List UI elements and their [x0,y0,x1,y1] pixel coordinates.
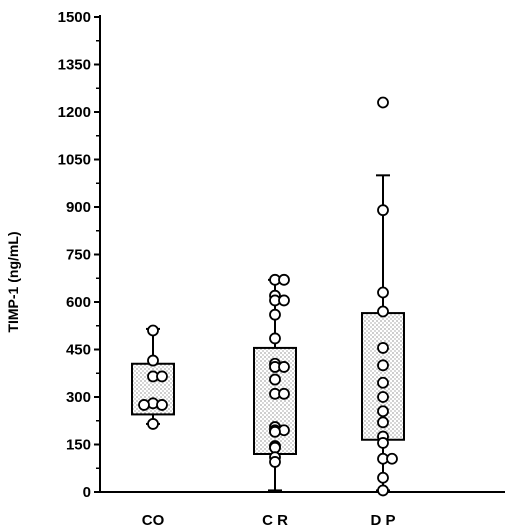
data-point [377,305,389,318]
data-point [386,452,398,465]
y-tick-label: 300 [66,389,91,406]
data-point [269,373,281,386]
data-point [377,391,389,403]
y-tick-label: 1500 [58,9,91,26]
data-point [377,405,389,418]
y-tick-label: 600 [66,294,91,311]
y-tick-label: 1050 [58,152,91,169]
data-point [269,425,281,438]
x-axis: CO C R D P [100,491,505,529]
data-point [377,416,389,429]
y-axis-label: TIMP-1 (ng/mL) [5,231,21,332]
y-tick-label: 150 [66,437,91,454]
data-point [278,387,290,400]
data-point [138,399,150,411]
data-point [377,376,389,389]
y-tick-label: 0 [83,484,91,501]
y-tick-label: 1200 [58,104,91,121]
data-point [269,308,281,321]
data-point [377,437,389,449]
y-tick-label: 1350 [58,57,91,74]
data-point [147,418,159,430]
data-point [278,294,290,307]
data-point [147,324,159,337]
data-point [269,441,281,454]
data-point [269,456,281,468]
box-group [253,273,297,492]
data-point [278,273,290,286]
data-point [278,361,290,373]
data-point [147,354,159,367]
data-point [377,342,389,354]
data-point [377,286,389,299]
x-category-label: D P [370,512,395,529]
y-tick-label: 750 [66,247,91,264]
data-point [377,471,389,484]
data-point [377,96,389,109]
y-tick-label: 450 [66,342,91,359]
x-category-label: C R [262,512,288,529]
data-point [156,370,168,383]
box-series [131,96,405,497]
data-point [377,484,389,497]
data-point [377,204,389,217]
data-point [269,332,281,345]
box-group [131,324,175,430]
data-point [377,359,389,372]
y-tick-label: 900 [66,199,91,216]
data-point [156,399,168,411]
box-group [361,96,405,497]
x-category-label: CO [142,512,165,529]
y-axis: 0 150 300 450 600 750 900 1050 1200 1350 1500 [58,9,101,501]
